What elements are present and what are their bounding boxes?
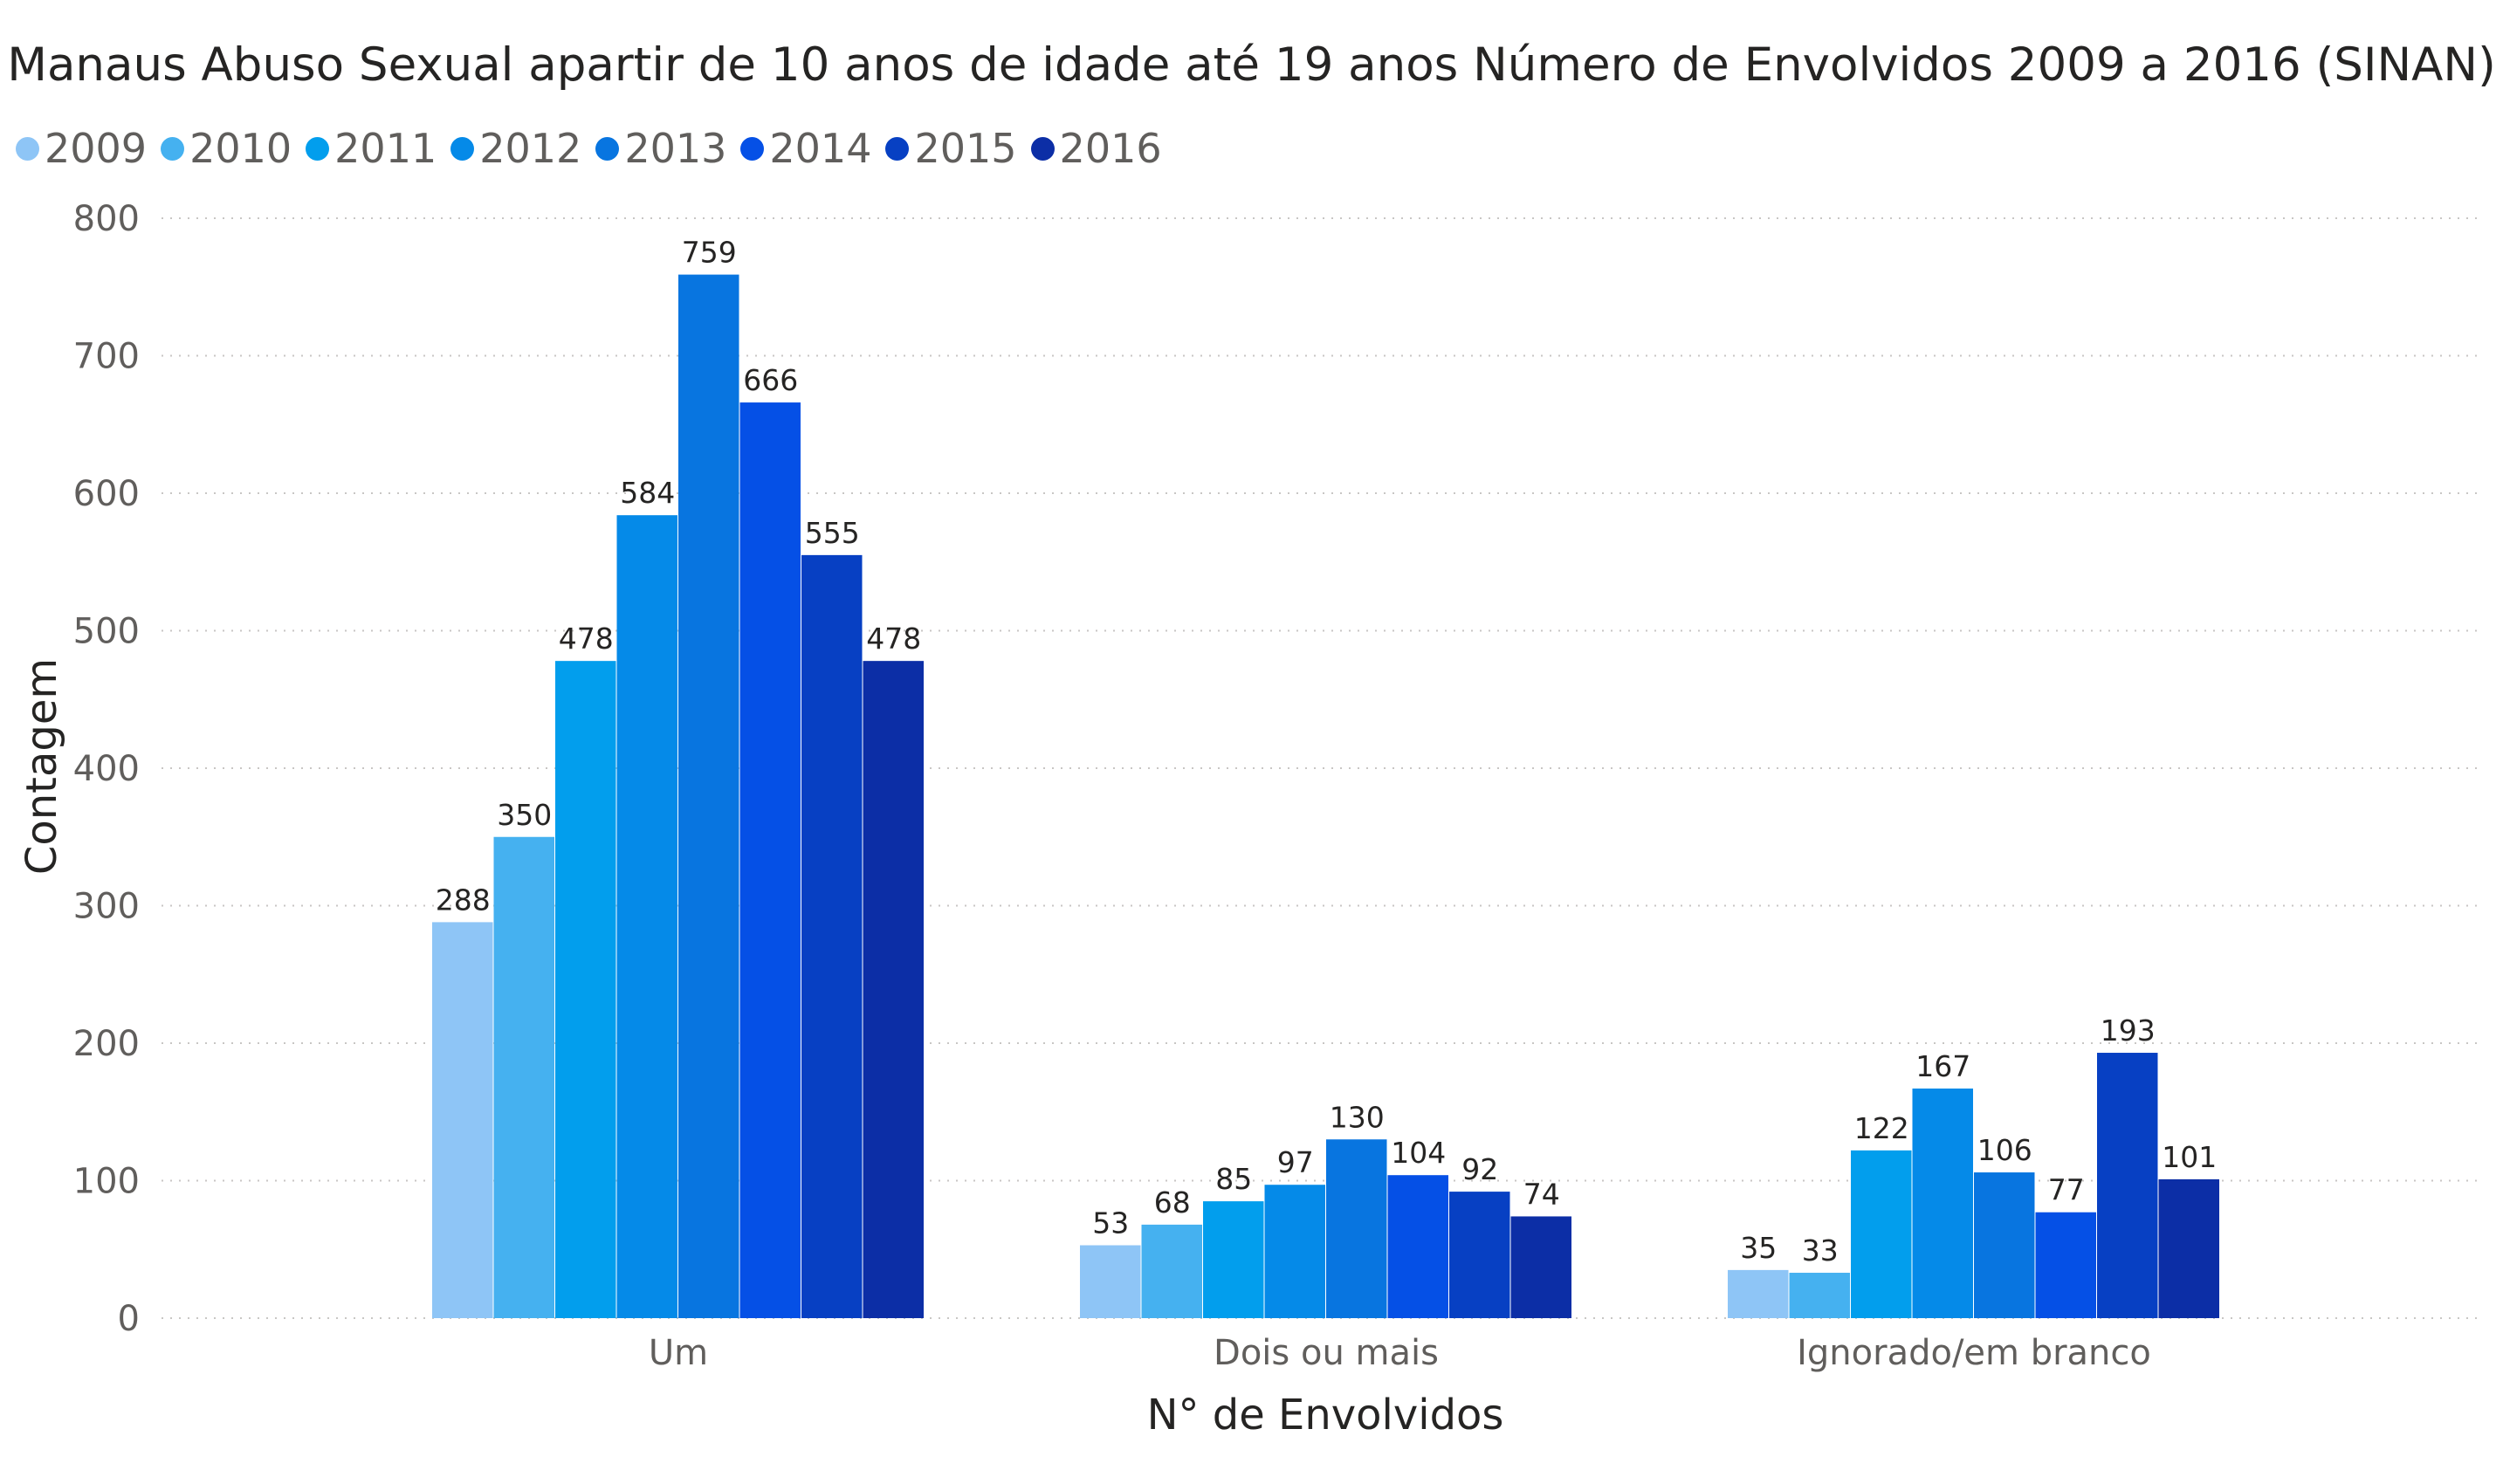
category-label: Ignorado/em branco <box>1797 1333 2151 1373</box>
category-label: Um <box>649 1333 708 1373</box>
y-tick-label: 600 <box>73 474 140 514</box>
data-label: 666 <box>743 363 798 397</box>
legend-swatch <box>306 136 330 161</box>
legend-label: 2016 <box>1059 125 1162 172</box>
legend-swatch <box>450 136 475 161</box>
bar-2013-2[interactable] <box>1974 1172 2035 1318</box>
bar-2015-1[interactable] <box>1449 1192 1510 1318</box>
legend-label: 2013 <box>624 125 727 172</box>
bar-2014-1[interactable] <box>1387 1175 1449 1318</box>
category-label: Dois ou mais <box>1214 1333 1439 1373</box>
data-label: 350 <box>497 798 552 832</box>
data-label: 104 <box>1391 1136 1446 1170</box>
legend: 2009 2010 2011 2012 2013 2014 2015 2016 <box>16 122 1176 175</box>
legend-swatch <box>1030 136 1055 161</box>
y-tick-label: 100 <box>73 1162 140 1202</box>
bar-2009-0[interactable] <box>432 922 493 1318</box>
bar-2012-2[interactable] <box>1912 1088 1974 1318</box>
legend-item-2010[interactable]: 2010 <box>161 125 292 172</box>
legend-item-2012[interactable]: 2012 <box>450 125 581 172</box>
data-label: 167 <box>1915 1049 1970 1083</box>
legend-swatch <box>595 136 620 161</box>
data-label: 74 <box>1523 1177 1560 1211</box>
data-label: 68 <box>1154 1185 1191 1219</box>
data-label: 33 <box>1802 1233 1839 1268</box>
bar-2009-2[interactable] <box>1728 1269 1789 1318</box>
data-label: 101 <box>2162 1140 2217 1174</box>
data-label: 759 <box>682 236 737 270</box>
data-label: 130 <box>1330 1100 1385 1134</box>
bar-2012-1[interactable] <box>1264 1185 1326 1318</box>
bar-2014-0[interactable] <box>739 402 801 1318</box>
legend-item-2013[interactable]: 2013 <box>595 125 726 172</box>
legend-label: 2011 <box>334 125 437 172</box>
data-label: 584 <box>620 476 675 510</box>
bar-2010-0[interactable] <box>493 836 555 1318</box>
chart-title: Manaus Abuso Sexual apartir de 10 anos d… <box>7 38 2496 92</box>
data-label: 106 <box>1977 1133 2032 1167</box>
y-tick-label: 300 <box>73 887 140 927</box>
data-label: 85 <box>1215 1162 1252 1196</box>
bar-2015-2[interactable] <box>2097 1053 2158 1318</box>
legend-item-2014[interactable]: 2014 <box>740 125 871 172</box>
data-label: 555 <box>805 516 860 550</box>
data-label: 35 <box>1740 1231 1777 1265</box>
legend-label: 2014 <box>769 125 872 172</box>
data-label: 122 <box>1854 1111 1909 1145</box>
data-label: 193 <box>2101 1013 2156 1048</box>
legend-label: 2009 <box>45 125 148 172</box>
y-tick-label: 700 <box>73 337 140 377</box>
legend-item-2011[interactable]: 2011 <box>306 125 437 172</box>
y-tick-label: 500 <box>73 612 140 652</box>
bar-2016-1[interactable] <box>1510 1216 1572 1318</box>
bar-2009-1[interactable] <box>1080 1245 1141 1318</box>
y-tick-label: 0 <box>118 1299 140 1339</box>
legend-item-2016[interactable]: 2016 <box>1030 125 1162 172</box>
bar-2013-0[interactable] <box>678 274 739 1319</box>
legend-swatch <box>161 136 185 161</box>
bar-2016-2[interactable] <box>2158 1178 2220 1318</box>
legend-swatch <box>16 136 39 161</box>
legend-label: 2012 <box>479 125 582 172</box>
y-axis-title: Contagem <box>17 658 66 875</box>
bars <box>432 274 2220 1319</box>
bar-2012-0[interactable] <box>616 515 678 1318</box>
bar-2015-0[interactable] <box>801 554 863 1318</box>
bar-2013-1[interactable] <box>1326 1139 1387 1318</box>
y-tick-label: 800 <box>73 199 140 239</box>
data-label: 478 <box>866 622 921 656</box>
x-axis-categories: Um Dois ou mais Ignorado/em branco <box>649 1333 2151 1373</box>
data-label: 478 <box>559 622 614 656</box>
bar-2014-2[interactable] <box>2035 1212 2097 1318</box>
bar-2010-2[interactable] <box>1789 1273 1851 1318</box>
y-tick-label: 200 <box>73 1024 140 1064</box>
y-axis-ticks: 0 100 200 300 400 500 600 700 800 <box>73 199 140 1339</box>
data-label: 288 <box>436 883 491 917</box>
legend-label: 2015 <box>914 125 1017 172</box>
data-label: 97 <box>1277 1145 1314 1179</box>
bar-2010-1[interactable] <box>1141 1224 1203 1318</box>
bar-2011-0[interactable] <box>555 661 616 1318</box>
bar-2011-1[interactable] <box>1203 1201 1264 1318</box>
bar-2016-0[interactable] <box>863 661 925 1318</box>
legend-item-2009[interactable]: 2009 <box>16 125 147 172</box>
legend-swatch <box>885 136 910 161</box>
legend-swatch <box>740 136 765 161</box>
y-tick-label: 400 <box>73 749 140 789</box>
data-label: 92 <box>1461 1152 1498 1186</box>
data-label: 77 <box>2048 1173 2085 1207</box>
bar-2011-2[interactable] <box>1851 1150 1912 1318</box>
data-label: 53 <box>1092 1206 1129 1240</box>
x-axis-title: N° de Envolvidos <box>1147 1391 1504 1439</box>
legend-item-2015[interactable]: 2015 <box>885 125 1017 172</box>
legend-label: 2010 <box>189 125 292 172</box>
